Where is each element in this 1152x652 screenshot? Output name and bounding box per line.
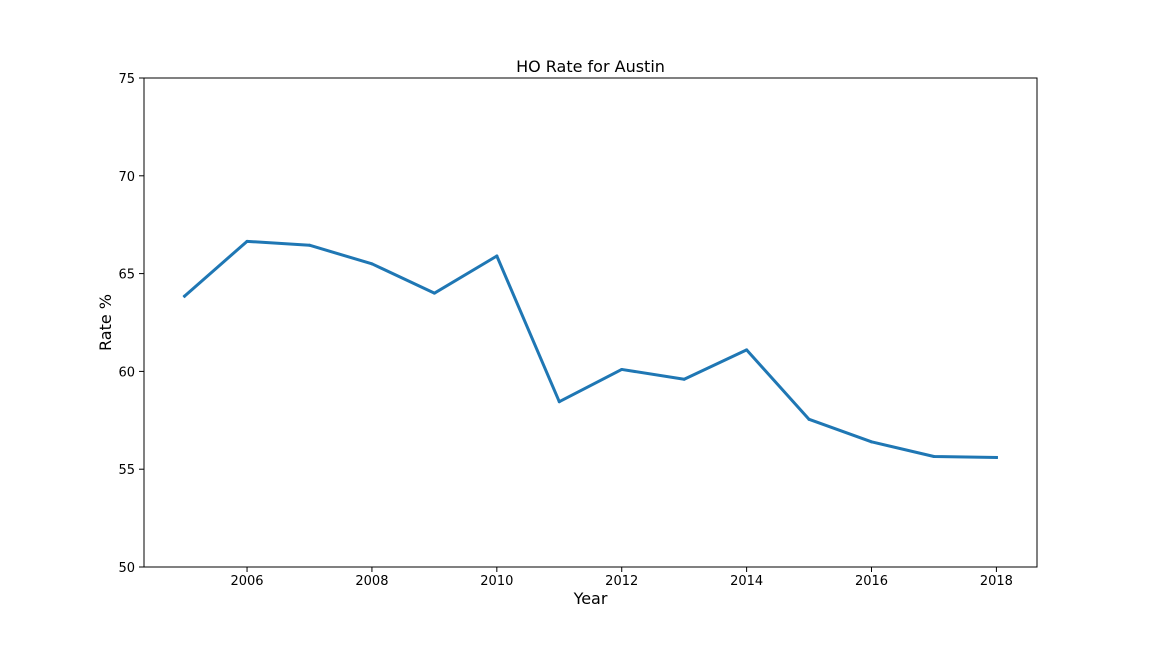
x-tick-label: 2016 bbox=[855, 574, 888, 589]
x-tick-label: 2008 bbox=[355, 574, 388, 589]
data-point bbox=[745, 348, 749, 352]
data-point bbox=[682, 377, 686, 381]
x-tick-label: 2006 bbox=[230, 574, 263, 589]
y-tick-label: 65 bbox=[118, 268, 135, 283]
data-point bbox=[307, 243, 311, 247]
data-point bbox=[870, 440, 874, 444]
y-tick-label: 60 bbox=[118, 365, 135, 380]
data-point bbox=[932, 454, 936, 458]
data-point bbox=[495, 254, 499, 258]
data-point bbox=[807, 417, 811, 421]
data-point bbox=[245, 239, 249, 243]
data-point bbox=[370, 262, 374, 266]
chart-title: HO Rate for Austin bbox=[516, 57, 665, 76]
y-tick-label: 75 bbox=[118, 72, 135, 87]
y-tick-label: 70 bbox=[118, 170, 135, 185]
plot-frame bbox=[143, 77, 1038, 568]
series-line-0 bbox=[182, 239, 998, 459]
x-tick-label: 2012 bbox=[605, 574, 638, 589]
x-axis-label: Year bbox=[573, 589, 608, 608]
data-point bbox=[620, 367, 624, 371]
x-tick-label: 2010 bbox=[480, 574, 513, 589]
x-tick-label: 2018 bbox=[980, 574, 1013, 589]
plot-layer bbox=[182, 239, 998, 459]
axes-layer: 2006 2008 2010 2012 2014 2016 2018 50 55 60 65 70 75 bbox=[118, 72, 1038, 589]
data-point bbox=[994, 455, 998, 459]
y-tick-label: 55 bbox=[118, 463, 135, 478]
data-point bbox=[183, 294, 187, 298]
data-point bbox=[557, 400, 561, 404]
y-axis-label: Rate % bbox=[96, 294, 115, 351]
data-point bbox=[432, 291, 436, 295]
x-tick-label: 2014 bbox=[730, 574, 763, 589]
y-tick-label: 50 bbox=[118, 561, 135, 576]
